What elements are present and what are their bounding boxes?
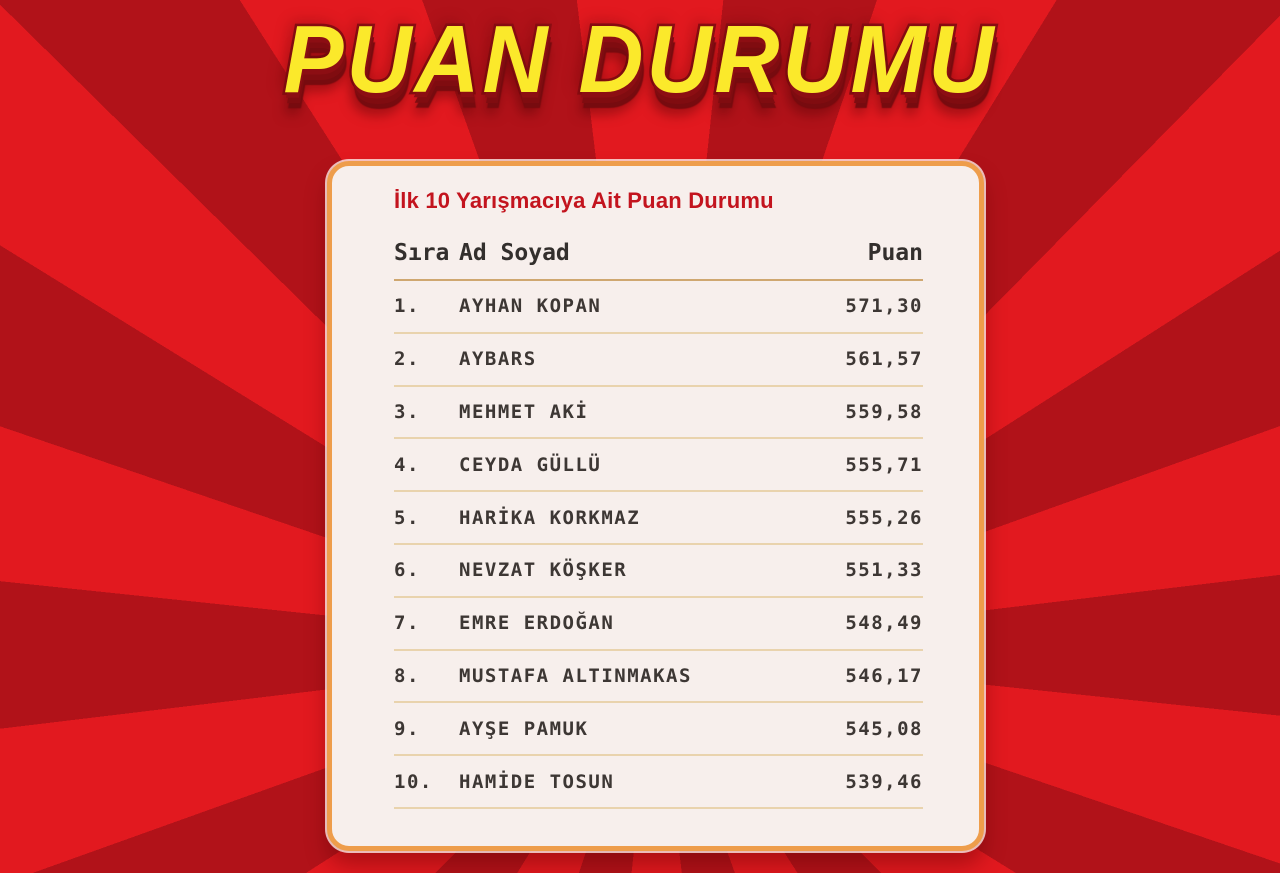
column-header-name: Ad Soyad [459, 240, 570, 266]
table-header-row: Sıra Ad Soyad Puan [394, 240, 923, 281]
row-score: 545,08 [845, 717, 923, 740]
table-row: 7. EMRE ERDOĞAN 548,49 [394, 598, 923, 651]
row-score: 539,46 [845, 770, 923, 793]
row-score: 546,17 [845, 664, 923, 687]
table-row: 9. AYŞE PAMUK 545,08 [394, 703, 923, 757]
table-row: 6. NEVZAT KÖŞKER 551,33 [394, 545, 923, 598]
row-rank: 10. [394, 770, 433, 793]
row-name: HARİKA KORKMAZ [459, 506, 641, 529]
row-rank: 9. [394, 717, 420, 740]
table-row: 5. HARİKA KORKMAZ 555,26 [394, 492, 923, 545]
row-rank: 5. [394, 506, 420, 529]
row-name: CEYDA GÜLLÜ [459, 453, 602, 476]
row-score: 555,71 [845, 453, 923, 476]
row-rank: 2. [394, 348, 420, 371]
row-rank: 3. [394, 400, 420, 423]
row-score: 559,58 [845, 400, 923, 423]
table-row: 4. CEYDA GÜLLÜ 555,71 [394, 439, 923, 493]
score-table: Sıra Ad Soyad Puan 1. AYHAN KOPAN 571,30… [394, 240, 923, 809]
table-row: 8. MUSTAFA ALTINMAKAS 546,17 [394, 651, 923, 704]
row-score: 571,30 [845, 295, 923, 318]
row-score: 561,57 [845, 348, 923, 371]
row-name: NEVZAT KÖŞKER [459, 559, 628, 582]
row-score: 551,33 [845, 559, 923, 582]
row-score: 555,26 [845, 506, 923, 529]
row-name: MEHMET AKİ [459, 400, 589, 423]
row-name: EMRE ERDOĞAN [459, 612, 615, 635]
table-row: 2. AYBARS 561,57 [394, 334, 923, 387]
row-name: MUSTAFA ALTINMAKAS [459, 664, 692, 687]
scoreboard-card: İlk 10 Yarışmacıya Ait Puan Durumu Sıra … [327, 161, 984, 851]
column-header-score: Puan [867, 240, 923, 266]
table-row: 10. HAMİDE TOSUN 539,46 [394, 756, 923, 809]
row-rank: 7. [394, 612, 420, 635]
row-rank: 8. [394, 664, 420, 687]
column-header-rank: Sıra [394, 240, 450, 266]
row-name: AYHAN KOPAN [459, 295, 602, 318]
title-banner: PUAN DURUMU [0, 0, 1280, 111]
row-score: 548,49 [845, 612, 923, 635]
row-rank: 6. [394, 559, 420, 582]
row-rank: 4. [394, 453, 420, 476]
page-title: PUAN DURUMU [281, 7, 997, 114]
row-name: AYŞE PAMUK [459, 717, 589, 740]
card-subtitle: İlk 10 Yarışmacıya Ait Puan Durumu [394, 188, 774, 213]
row-name: HAMİDE TOSUN [459, 770, 615, 793]
table-row: 3. MEHMET AKİ 559,58 [394, 387, 923, 440]
row-name: AYBARS [459, 348, 537, 371]
table-row: 1. AYHAN KOPAN 571,30 [394, 281, 923, 334]
row-rank: 1. [394, 295, 420, 318]
